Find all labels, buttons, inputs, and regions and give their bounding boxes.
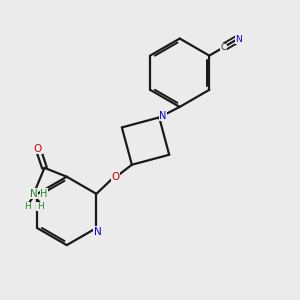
Text: N: N xyxy=(235,35,242,44)
Text: H: H xyxy=(24,202,31,211)
Text: N: N xyxy=(159,111,166,121)
Text: O: O xyxy=(34,143,42,154)
Text: H: H xyxy=(40,189,48,199)
Text: C: C xyxy=(220,43,226,52)
Text: N: N xyxy=(94,226,102,237)
Text: H: H xyxy=(37,202,44,211)
Text: O: O xyxy=(111,172,120,182)
Text: N: N xyxy=(30,189,38,199)
